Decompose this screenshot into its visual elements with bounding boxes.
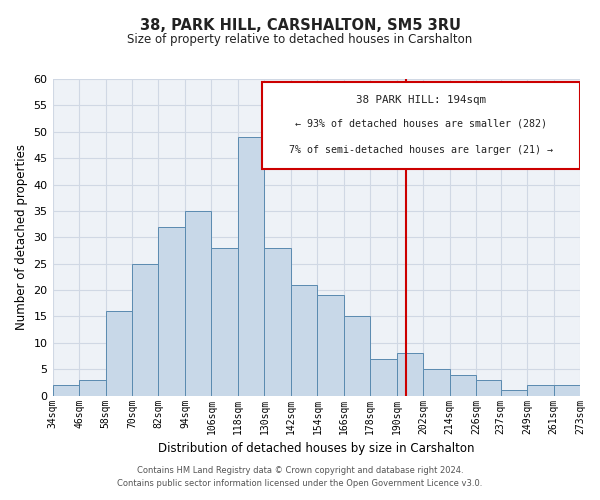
Y-axis label: Number of detached properties: Number of detached properties (15, 144, 28, 330)
Bar (265, 248, 291, 396)
FancyBboxPatch shape (262, 82, 580, 168)
Bar (450, 374, 476, 396)
Text: 38 PARK HILL: 194sqm: 38 PARK HILL: 194sqm (356, 95, 486, 105)
Bar (397, 354, 424, 396)
X-axis label: Distribution of detached houses by size in Carshalton: Distribution of detached houses by size … (158, 442, 475, 455)
Text: 7% of semi-detached houses are larger (21) →: 7% of semi-detached houses are larger (2… (289, 145, 553, 155)
Bar (238, 137, 265, 396)
Bar (370, 358, 397, 396)
Text: ← 93% of detached houses are smaller (282): ← 93% of detached houses are smaller (28… (295, 119, 547, 129)
Bar (476, 380, 500, 396)
Bar (527, 385, 554, 396)
Bar (185, 211, 211, 396)
Bar (344, 316, 370, 396)
Bar (106, 311, 132, 396)
Bar (132, 264, 158, 396)
Bar (424, 370, 450, 396)
Bar (158, 227, 185, 396)
Text: Contains HM Land Registry data © Crown copyright and database right 2024.
Contai: Contains HM Land Registry data © Crown c… (118, 466, 482, 487)
Bar (554, 385, 580, 396)
Bar (79, 380, 106, 396)
Bar (211, 248, 238, 396)
Bar (500, 390, 527, 396)
Text: Size of property relative to detached houses in Carshalton: Size of property relative to detached ho… (127, 32, 473, 46)
Bar (291, 285, 317, 396)
Bar (53, 385, 79, 396)
Bar (317, 296, 344, 396)
Text: 38, PARK HILL, CARSHALTON, SM5 3RU: 38, PARK HILL, CARSHALTON, SM5 3RU (139, 18, 461, 32)
